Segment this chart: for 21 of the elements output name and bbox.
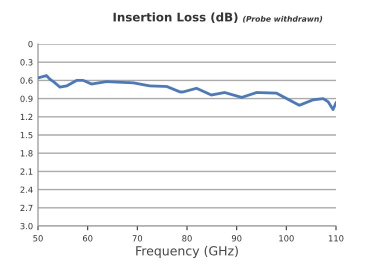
y-tick-label: 1.2 — [20, 114, 32, 120]
x-tick-label: 100 — [279, 235, 294, 242]
y-tick-label: 2.7 — [20, 204, 32, 211]
y-tick-label: 0.9 — [20, 96, 33, 102]
y-tick-label: 2.4 — [20, 186, 33, 193]
y-tick-label: 1.5 — [20, 132, 32, 138]
y-tick-label: 3.0 — [20, 222, 33, 230]
x-tick-label: 50 — [33, 235, 43, 242]
chart-title: Insertion Loss (dB) — [114, 12, 238, 23]
y-tick-label: 0 — [28, 40, 33, 48]
x-axis-title: Frequency (GHz) — [136, 246, 238, 258]
x-tick-label: 80 — [182, 235, 192, 242]
y-tick-label: 1.8 — [20, 150, 33, 156]
x-tick-label: 70 — [132, 235, 142, 242]
x-tick-label: 110 — [328, 235, 344, 242]
x-tick-label: 60 — [82, 235, 92, 242]
y-tick-label: 0.6 — [20, 77, 33, 84]
y-tick-label: 2.1 — [20, 168, 32, 175]
y-tick-label: 0.3 — [20, 59, 32, 66]
line-series — [38, 74, 336, 111]
x-tick-label: 90 — [232, 235, 242, 242]
